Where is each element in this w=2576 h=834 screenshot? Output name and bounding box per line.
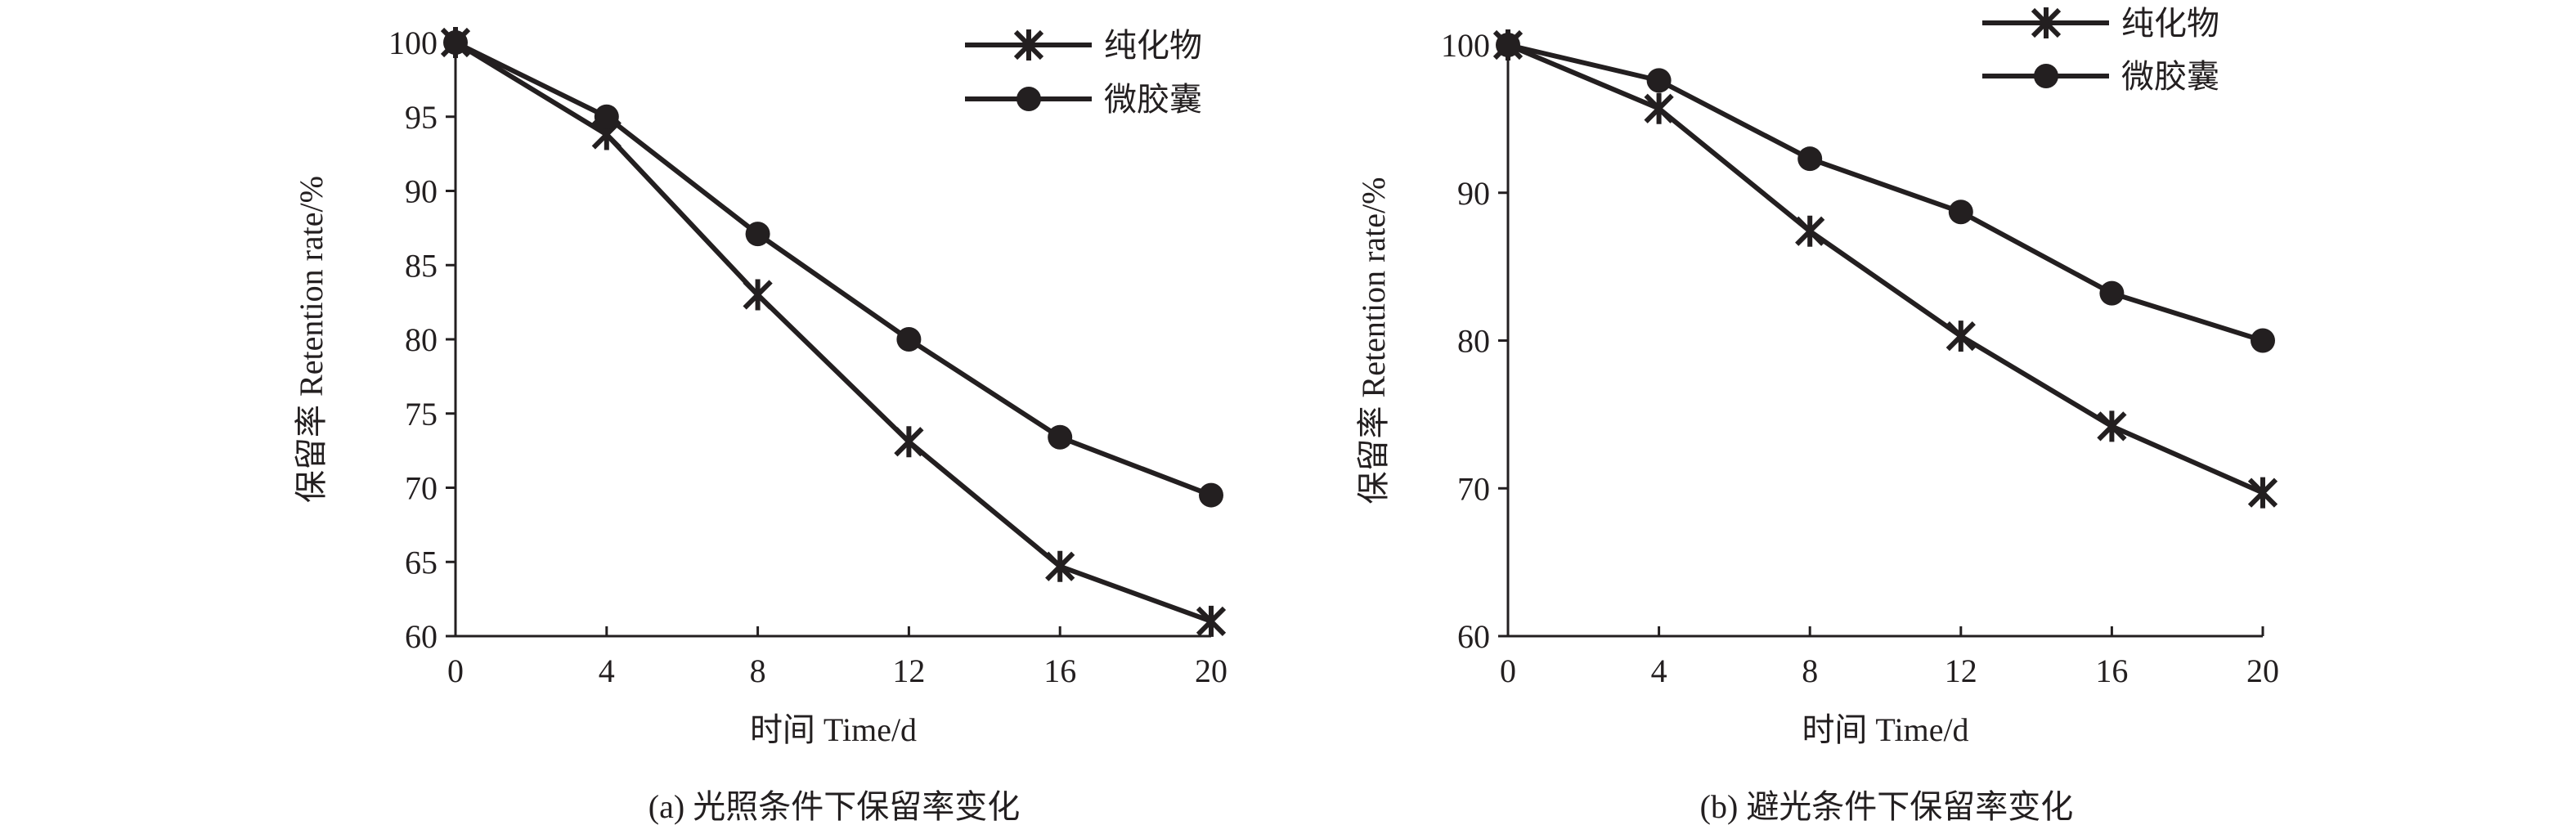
legend-label: 微胶囊 (1104, 81, 1202, 118)
x-axis-label: 时间 Time/d (750, 711, 917, 748)
y-tick-label: 80 (405, 321, 438, 358)
chart-caption: (b) 避光条件下保留率变化 (1700, 788, 2074, 825)
x-tick-label: 8 (750, 652, 766, 689)
y-tick-label: 75 (405, 396, 438, 433)
circle-marker (443, 30, 468, 55)
series-purified (1492, 29, 2278, 509)
y-tick-label: 80 (1457, 323, 1490, 360)
series-line (1506, 43, 2264, 495)
y-tick-label: 65 (405, 544, 438, 581)
x-axis-label: 时间 Time/d (1802, 711, 1968, 748)
series-purified (440, 27, 1227, 637)
legend-item: 纯化物 (965, 27, 1202, 64)
legend-label: 纯化物 (1104, 27, 1202, 64)
circle-marker (896, 327, 922, 352)
series-microcapsule (443, 30, 1223, 508)
asterisk-marker (743, 279, 773, 311)
y-tick-label: 60 (405, 618, 438, 655)
chart-caption: (a) 光照条件下保留率变化 (648, 788, 1020, 825)
asterisk-marker (2031, 7, 2062, 38)
circle-marker (2034, 64, 2058, 88)
y-tick-label: 100 (1441, 27, 1490, 64)
x-tick-label: 12 (1945, 652, 1977, 689)
y-tick-label: 90 (405, 173, 438, 210)
circle-marker (745, 222, 770, 247)
chart-b: 60 70 80 90 100 0 4 8 12 16 20 时间 Time/d 保留率 Retenti… (1355, 5, 2279, 825)
chart-a: 60 65 70 75 80 85 90 95 100 0 4 8 12 16 20 时间 Time/d 保留率… (293, 25, 1227, 825)
legend-item: 微胶囊 (965, 81, 1202, 118)
circle-marker (2099, 280, 2125, 306)
asterisk-marker (1644, 92, 1674, 124)
legend-item: 微胶囊 (1982, 58, 2219, 95)
asterisk-marker (1795, 215, 1825, 247)
y-tick-label: 90 (1457, 175, 1490, 212)
y-tick-label: 95 (405, 99, 438, 136)
asterisk-marker (1013, 29, 1044, 61)
x-tick-label: 20 (2246, 652, 2279, 689)
x-tick-label: 12 (892, 652, 925, 689)
circle-marker (1016, 87, 1041, 111)
y-tick-label: 60 (1457, 618, 1490, 655)
x-tick-label: 0 (447, 652, 464, 689)
asterisk-marker (1196, 605, 1227, 637)
x-tick-label: 4 (1651, 652, 1667, 689)
series-line (454, 40, 1213, 624)
x-tick-label: 8 (1802, 652, 1818, 689)
y-axis-label: 保留率 Retention rate/% (1355, 177, 1392, 504)
circle-marker (1496, 33, 1520, 57)
series-line (1507, 43, 2264, 343)
circle-marker (1048, 424, 1073, 450)
x-tick-label: 16 (2095, 652, 2128, 689)
asterisk-marker (1945, 321, 1976, 352)
asterisk-marker (2247, 477, 2278, 509)
y-axis-label: 保留率 Retention rate/% (293, 176, 330, 503)
circle-marker (594, 104, 619, 129)
asterisk-marker (1045, 550, 1075, 582)
x-tick-label: 0 (1500, 652, 1516, 689)
circle-marker (2251, 328, 2275, 353)
asterisk-marker (2097, 410, 2127, 442)
series-microcapsule (1496, 33, 2275, 353)
circle-marker (1797, 146, 1823, 172)
asterisk-marker (894, 426, 924, 458)
circle-marker (1948, 200, 1973, 225)
x-tick-label: 16 (1043, 652, 1076, 689)
series-line (454, 40, 1213, 498)
x-tick-label: 4 (599, 652, 615, 689)
circle-marker (1199, 482, 1223, 508)
y-tick-label: 100 (388, 25, 438, 61)
legend-label: 微胶囊 (2121, 58, 2219, 95)
legend-label: 纯化物 (2121, 5, 2219, 42)
y-tick-label: 85 (405, 247, 438, 284)
circle-marker (1646, 68, 1672, 93)
legend-item: 纯化物 (1982, 5, 2219, 42)
y-tick-label: 70 (405, 470, 438, 507)
x-tick-label: 20 (1195, 652, 1227, 689)
y-tick-label: 70 (1457, 470, 1490, 507)
